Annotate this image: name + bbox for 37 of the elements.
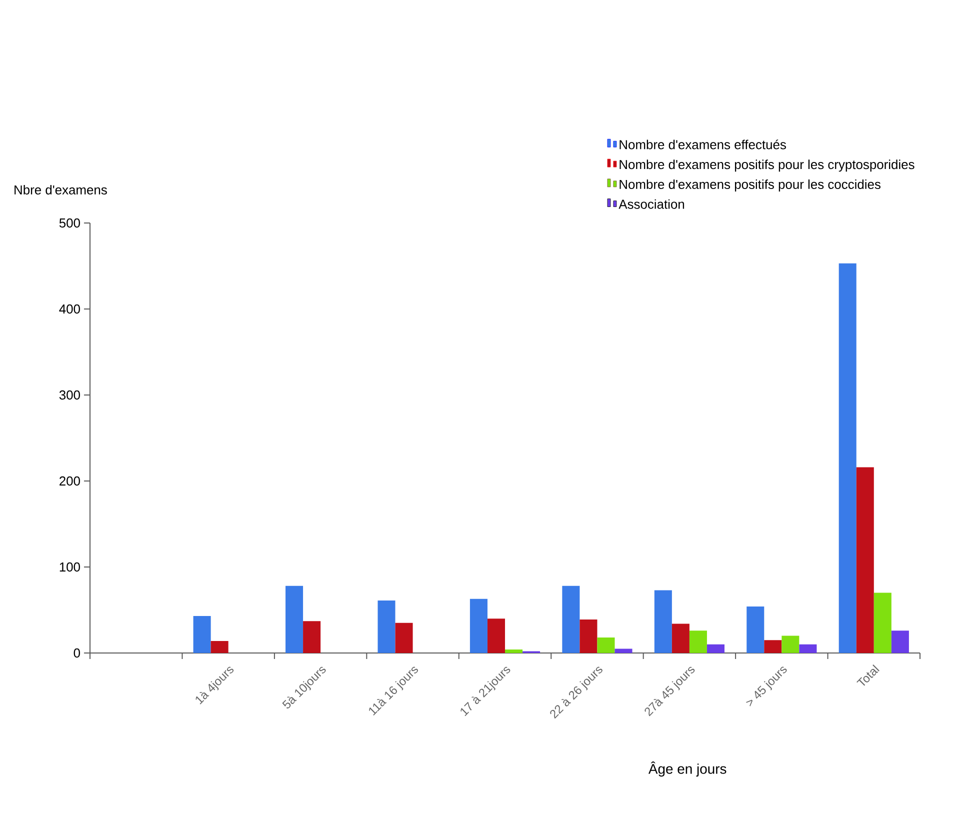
legend-label: Nombre d'examens positifs pour les cryptosporidies [620, 160, 914, 172]
bar [395, 622, 413, 653]
legend-label: Nombre d'examens effectués [620, 140, 786, 150]
bar [706, 644, 724, 653]
bar [210, 640, 228, 653]
bar [378, 600, 396, 653]
bar [193, 616, 211, 653]
bar [764, 640, 782, 653]
bar [286, 586, 304, 653]
y-tick-label: 400 [59, 304, 80, 314]
bar [838, 263, 856, 653]
bar [689, 630, 707, 653]
y-tick-label: 500 [59, 218, 80, 228]
bar [856, 467, 874, 653]
bar [597, 638, 615, 653]
bar [746, 606, 764, 653]
x-axis-title: Âge en jours [648, 762, 726, 777]
bar [614, 648, 632, 653]
bar [562, 586, 580, 653]
bar [580, 619, 598, 653]
bar [654, 590, 672, 653]
bar [891, 630, 909, 653]
bar [799, 644, 817, 653]
bar [505, 650, 523, 653]
bar [782, 636, 800, 653]
legend-label: Nombre d'examens positifs pour les coccidies [620, 179, 880, 192]
y-tick-label: 0 [74, 648, 80, 658]
y-tick-label: 200 [60, 476, 80, 486]
legend-label: Association [618, 199, 684, 209]
bar [303, 621, 321, 653]
y-tick-label: 100 [60, 562, 80, 572]
y-axis-title: Nbre d'examens [14, 184, 107, 194]
bar [672, 624, 690, 653]
y-tick-label: 300 [59, 390, 80, 400]
bar [470, 598, 488, 653]
bar [874, 592, 892, 653]
bar [487, 618, 506, 653]
